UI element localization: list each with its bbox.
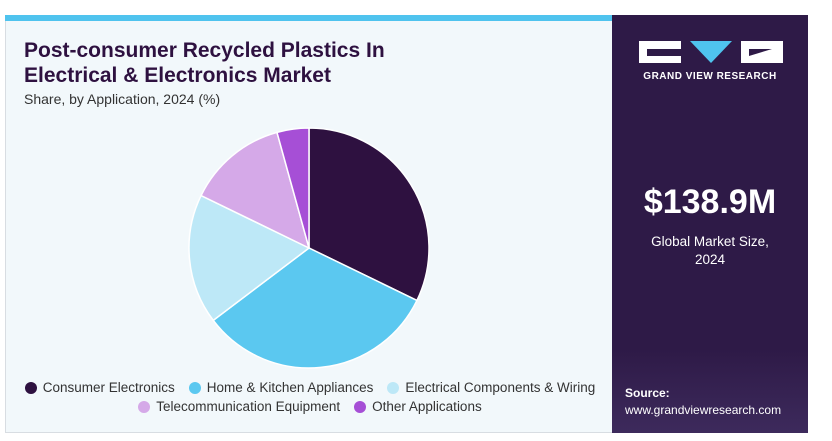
legend-item: Electrical Components & Wiring bbox=[387, 380, 595, 395]
market-size: $138.9M bbox=[643, 183, 777, 221]
pie-slice bbox=[200, 131, 311, 250]
logo bbox=[639, 41, 783, 63]
legend-swatch bbox=[354, 400, 367, 413]
legend-swatch bbox=[24, 381, 37, 394]
legend-label: Home & Kitchen Appliances bbox=[206, 380, 374, 395]
legend-label: Telecommunication Equipment bbox=[156, 399, 341, 414]
side-panel: GRAND VIEW RESEARCH $138.9M Global Marke… bbox=[612, 15, 808, 433]
brand-name: GRAND VIEW RESEARCH bbox=[643, 71, 777, 82]
legend-label: Consumer Electronics bbox=[42, 380, 175, 395]
accent-stripe bbox=[5, 15, 612, 21]
source-url: www.grandviewresearch.com bbox=[625, 403, 782, 417]
legend-item: Consumer Electronics bbox=[24, 380, 175, 395]
chart-title: Post-consumer Recycled Plastics In Elect… bbox=[24, 39, 385, 87]
source-label: Source: bbox=[625, 386, 670, 400]
legend-swatch bbox=[138, 400, 151, 413]
legend-item: Other Applications bbox=[354, 399, 482, 414]
pie-slice bbox=[188, 194, 311, 322]
pie-chart bbox=[188, 127, 430, 369]
legend-swatch bbox=[188, 381, 201, 394]
legend-label: Electrical Components & Wiring bbox=[405, 380, 596, 395]
legend: Consumer Electronics Home & Kitchen Appli… bbox=[10, 380, 610, 414]
pie-slice bbox=[212, 247, 418, 369]
legend-label: Other Applications bbox=[372, 399, 482, 414]
chart-subtitle: Share, by Application, 2024 (%) bbox=[24, 91, 221, 107]
legend-swatch bbox=[387, 381, 400, 394]
legend-item: Home & Kitchen Appliances bbox=[188, 380, 374, 395]
pie-slice bbox=[308, 127, 430, 302]
legend-item: Telecommunication Equipment bbox=[138, 399, 340, 414]
pie-slice bbox=[276, 127, 310, 249]
market-size-label: Global Market Size, 2024 bbox=[651, 234, 769, 267]
